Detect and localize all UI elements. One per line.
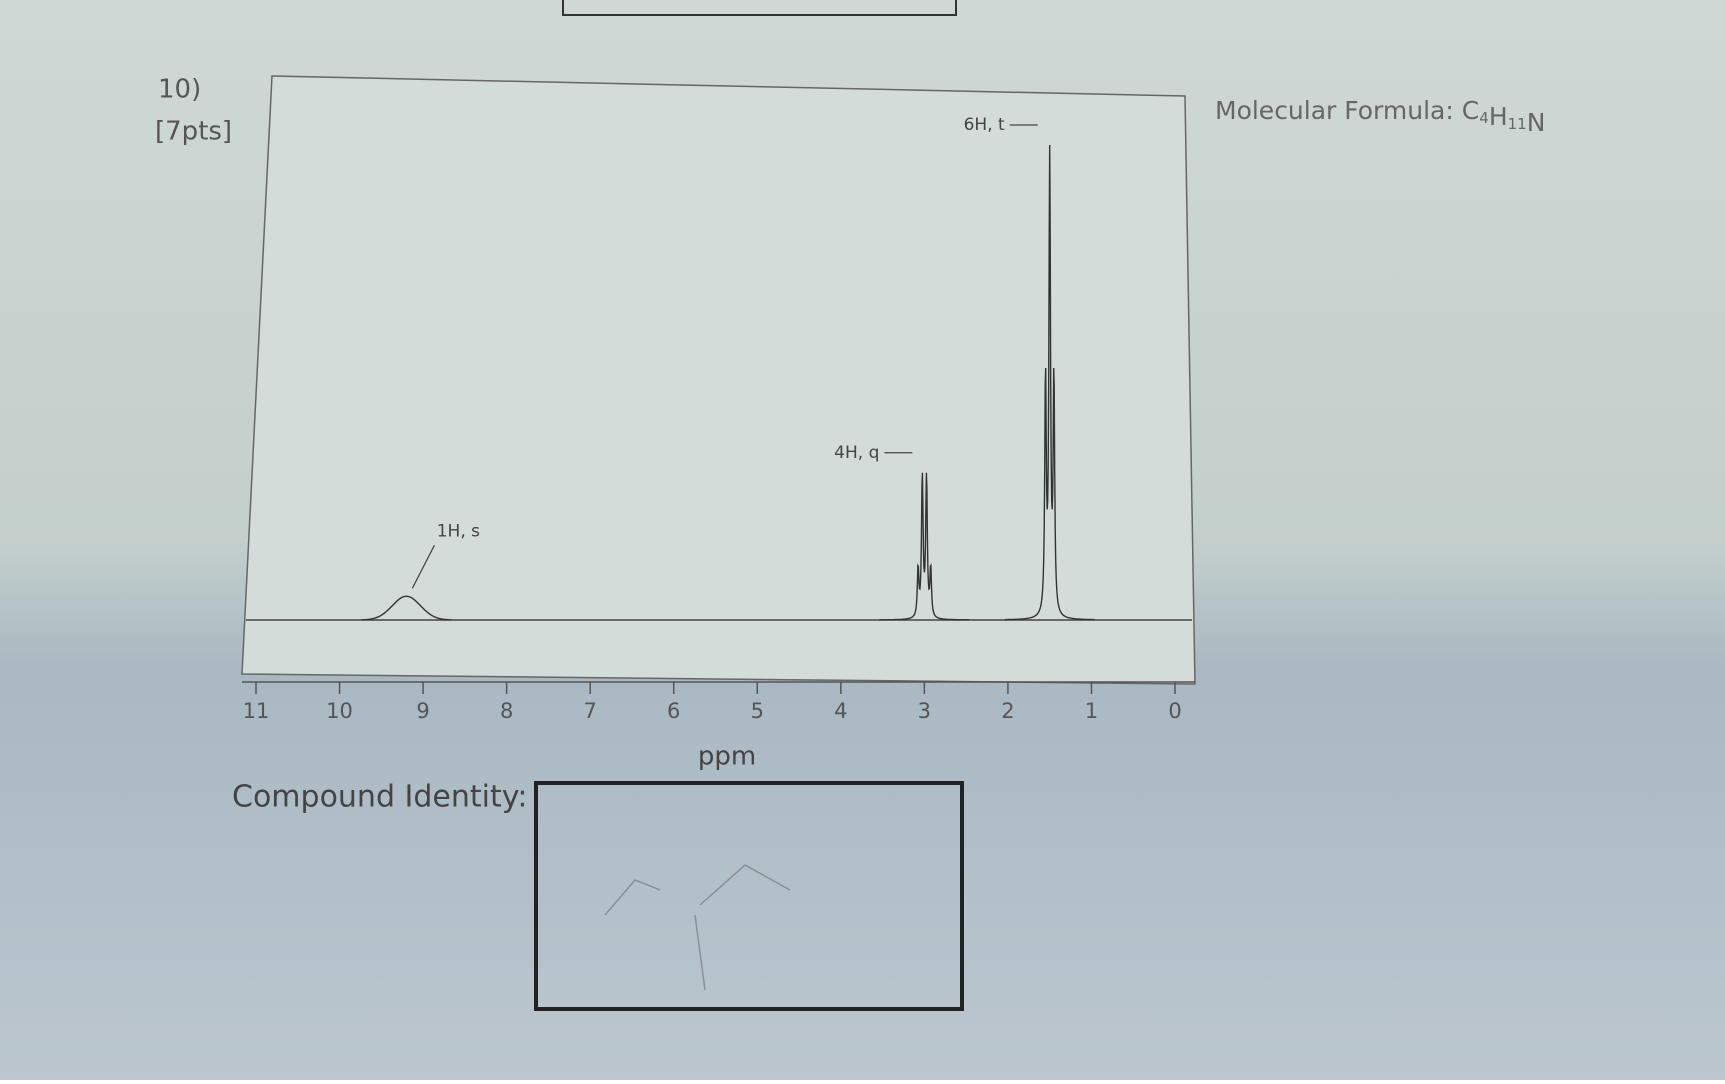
peak: [879, 472, 970, 621]
handwritten-sketch: [604, 864, 791, 991]
formula-subscript: 11: [1508, 115, 1527, 133]
formula-element: H: [1489, 102, 1508, 131]
peak-label: 6H, t: [964, 115, 1005, 135]
spectrum: 11 10 9 8 7 6 5 4 3 2 1 01H, s4H, q6H, t: [242, 115, 1195, 723]
x-tick-label: 4: [834, 699, 847, 723]
answer-box: [534, 781, 964, 1011]
x-tick-label: 2: [1001, 699, 1014, 723]
question-number: 10): [158, 75, 201, 105]
peak: [1004, 144, 1095, 621]
formula-element: N: [1527, 108, 1546, 137]
x-tick-label: 9: [416, 699, 429, 723]
formula-label: Molecular Formula:: [1215, 96, 1454, 125]
x-tick-label: 3: [918, 699, 931, 723]
x-axis-label: ppm: [698, 742, 756, 772]
molecular-formula: Molecular Formula: C4H11N: [1215, 96, 1545, 137]
x-tick-label: 11: [243, 699, 270, 723]
x-tick-label: 5: [751, 699, 764, 723]
x-tick-label: 0: [1168, 699, 1181, 723]
peak-label: 1H, s: [437, 521, 480, 541]
x-tick-label: 6: [667, 699, 680, 723]
formula-element: C: [1462, 96, 1479, 125]
peak: [361, 595, 452, 621]
x-tick-label: 7: [583, 699, 596, 723]
question-points: [7pts]: [155, 117, 232, 147]
formula-subscript: 4: [1479, 109, 1489, 127]
spectrum-frame: [241, 75, 1196, 685]
x-tick-label: 8: [500, 699, 513, 723]
x-tick-label: 1: [1085, 699, 1098, 723]
previous-box: [562, 0, 957, 16]
peak-arrow: [411, 544, 435, 589]
x-tick-label: 10: [326, 699, 353, 723]
peak-label: 4H, q: [834, 443, 879, 463]
answer-label: Compound Identity:: [232, 780, 527, 815]
